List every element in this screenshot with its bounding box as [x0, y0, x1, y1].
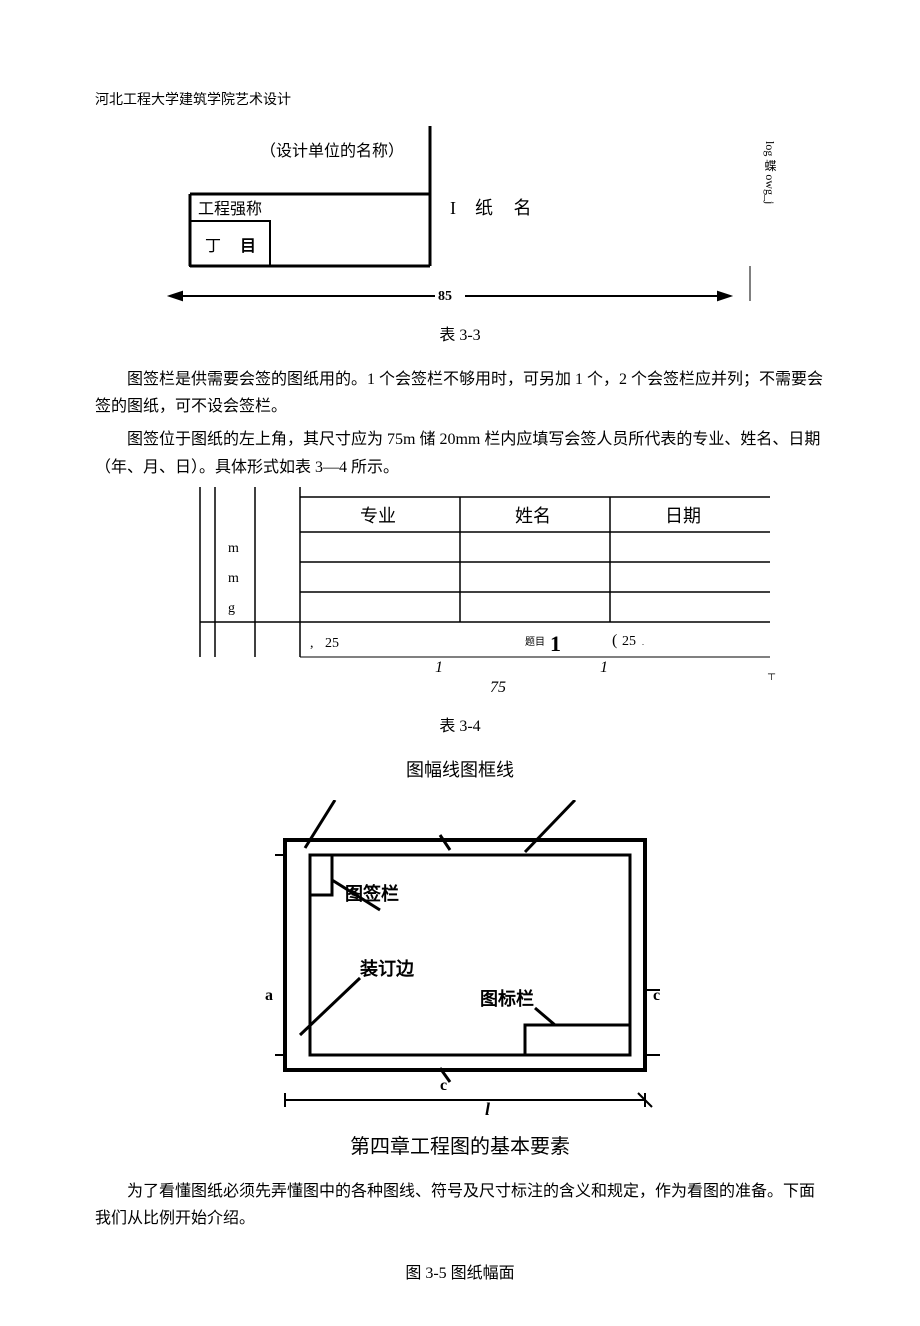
paragraph-1: 图签栏是供需要会签的图纸用的。1 个会签栏不够用时，可另加 1 个，2 个会签栏… [95, 366, 825, 420]
figure-3-3: （设计单位的名称） 工程强称 I 纸 名 丁 目 85 log 蝶 owg_j [110, 126, 810, 316]
row-label-g: g [228, 601, 235, 616]
row-label-m2: m [228, 571, 239, 586]
box-label-1: 丁 [205, 238, 221, 255]
dim-c-bottom: c [440, 1077, 447, 1094]
dim-25a: 25 [325, 636, 339, 651]
label-zhuangding: 装订边 [360, 958, 415, 979]
paragraph-2: 图签位于图纸的左上角，其尺寸应为 75m 储 20mm 栏内应填写会签人员所代表… [95, 426, 825, 480]
side-note: log 蝶 owg_j [763, 141, 777, 204]
dim-mid-label: 题目 [525, 636, 545, 648]
figure-3-title: 图幅线图框线 [95, 757, 825, 784]
dim-25b: 25 [622, 634, 636, 649]
t-mark: ┬ [767, 669, 776, 680]
page-header: 河北工程大学建筑学院艺术设计 [95, 90, 825, 111]
row-label-m1: m [228, 541, 239, 556]
paren-open: ( [612, 632, 617, 649]
label-tuqian: 图签栏 [345, 883, 399, 904]
drawing-name-label: 纸 名 [475, 198, 540, 218]
caption-3-4: 表 3-4 [95, 715, 825, 739]
dim-75: 75 [490, 679, 506, 696]
dim-1a: 1 [435, 659, 443, 676]
dot-mark: . [642, 638, 644, 647]
project-label: 工程强称 [198, 200, 262, 218]
dim-1b: 1 [600, 659, 608, 676]
drawing-name-prefix: I [450, 198, 456, 218]
box-label-2: 目 [240, 237, 256, 255]
dim-l: l [485, 1099, 490, 1119]
caption-3-3: 表 3-3 [95, 324, 825, 348]
dim-a: a [265, 987, 273, 1004]
label-tubiao: 图标栏 [480, 988, 534, 1009]
col-date: 日期 [665, 506, 701, 526]
dim-85: 85 [438, 289, 452, 304]
dim-big1: 1 [550, 631, 561, 656]
col-specialty: 专业 [360, 506, 396, 526]
caption-3-5: 图 3-5 图纸幅面 [95, 1262, 825, 1286]
figure-3-5-diagram: 图签栏 装订边 图标栏 a c c l [245, 800, 675, 1120]
chapter-4-title: 第四章工程图的基本要素 [95, 1132, 825, 1162]
figure-3-4: 专业 姓名 日期 m m g , 25 题目 1 ( 25 . 1 1 75 ┬ [140, 487, 780, 707]
design-unit-label: （设计单位的名称） [260, 142, 404, 160]
col-name: 姓名 [515, 506, 551, 526]
comma-mark: , [310, 636, 314, 651]
paragraph-3: 为了看懂图纸必须先弄懂图中的各种图线、符号及尺寸标注的含义和规定，作为看图的准备… [95, 1178, 825, 1232]
